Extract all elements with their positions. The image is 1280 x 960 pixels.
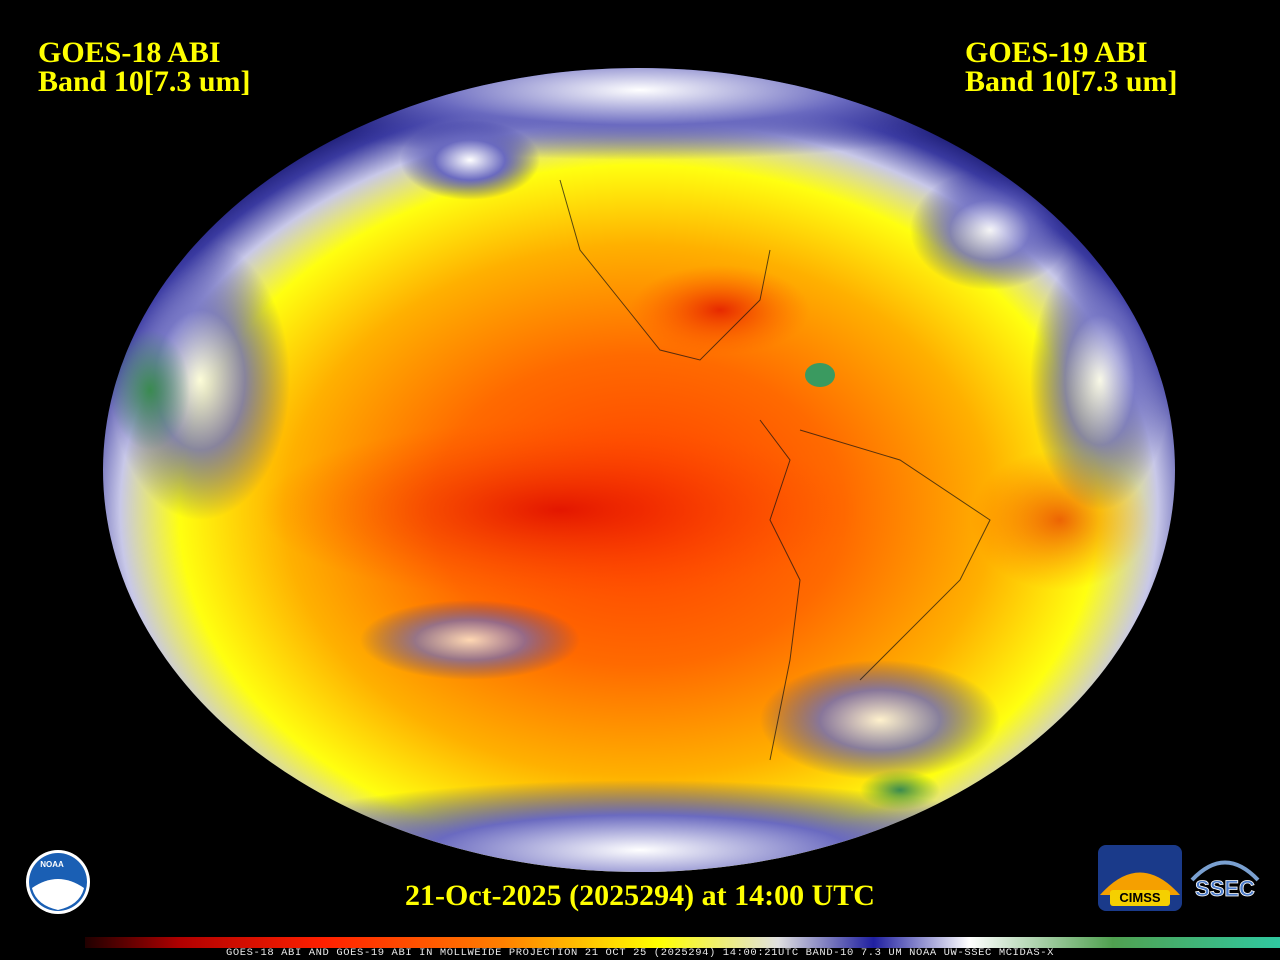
colorbar: [85, 937, 1280, 948]
right-title: GOES-19 ABI: [965, 36, 1148, 69]
noaa-logo: NOAA: [26, 850, 90, 914]
weather-features: [110, 68, 1170, 872]
right-band: Band 10[7.3 um]: [965, 65, 1178, 98]
colorbar-caption: GOES-18 ABI AND GOES-19 ABI IN MOLLWEIDE…: [226, 947, 1054, 959]
timestamp: 21-Oct-2025 (2025294) at 14:00 UTC: [405, 879, 875, 912]
cimss-label: CIMSS: [1119, 890, 1161, 905]
left-title: GOES-18 ABI: [38, 36, 221, 69]
ssec-logo: SSEC: [1190, 860, 1260, 901]
noaa-label: NOAA: [40, 860, 64, 869]
left-band: Band 10[7.3 um]: [38, 65, 251, 98]
ssec-label: SSEC: [1195, 876, 1255, 901]
cimss-logo: CIMSS: [1098, 845, 1182, 911]
coastlines: [559, 179, 991, 761]
